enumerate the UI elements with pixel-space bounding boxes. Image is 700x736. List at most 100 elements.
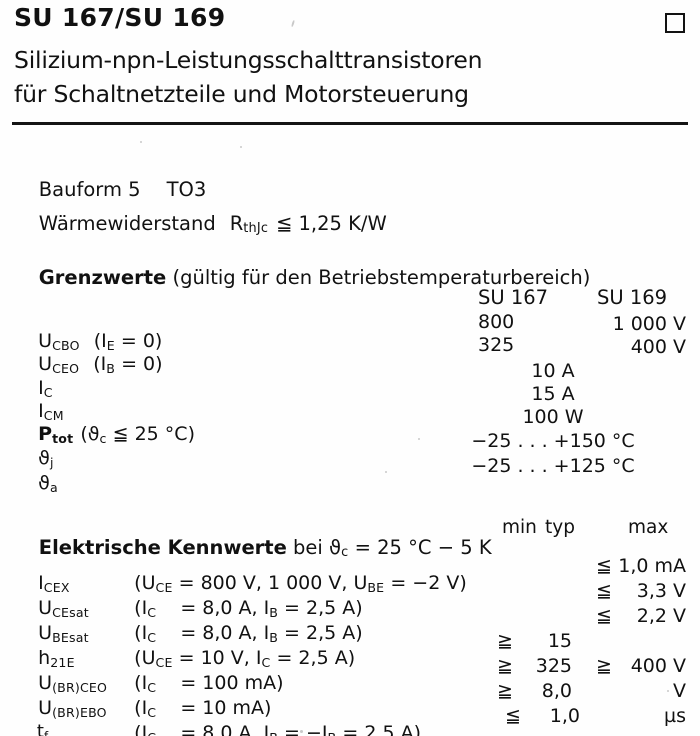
subtitle-line-2: für Schaltnetzteile und Motorsteuerung (14, 80, 469, 108)
symbol-subscript: CE (52, 604, 70, 620)
column-header-typ: typ (545, 517, 575, 538)
bauform-line: Bauform 5 TO3 (14, 160, 206, 219)
electrical-max-operator: ≦ (596, 605, 612, 627)
column-header-min: min (502, 517, 537, 538)
condition-rest: ≦ 25 °C) (106, 423, 195, 445)
symbol: U (38, 330, 53, 352)
electrical-max-value: V (673, 680, 686, 702)
electrical-row-condition: (IC = 100 mA) (110, 655, 283, 712)
limits-row-label: Ptot (ϑc ≦ 25 °C) (14, 406, 195, 463)
square-outline-icon (665, 13, 685, 33)
cond-subscript-2: C (261, 654, 271, 670)
limits-value-span: −25 . . . +125 °C (471, 455, 635, 477)
cond-mid: = 8,0 A, I (156, 597, 270, 619)
bauform-value: TO3 (166, 177, 207, 201)
symbol-subscript: CM (43, 407, 64, 423)
electrical-row-symbol: U(BR)CEO (14, 655, 107, 712)
scan-speckle (667, 690, 669, 692)
cond-subscript: C (147, 604, 157, 620)
electrical-heading-subscript: c (341, 545, 349, 561)
limits-value-span: 10 A (531, 360, 575, 382)
limits-value-su167: 800 (478, 311, 515, 333)
electrical-max-operator: ≦ (596, 580, 612, 602)
page-title: SU 167/SU 169 (14, 3, 226, 32)
symbol-subscript: BE (52, 629, 70, 645)
cond-tail: = 2,5 A) (278, 597, 363, 619)
cond-subscript: CE (155, 654, 173, 670)
symbol: I (38, 400, 44, 422)
limits-value-span: 15 A (531, 383, 575, 405)
limits-value-su169: 1 000 V (612, 313, 686, 335)
electrical-heading-tail: = 25 °C − 5 K (348, 535, 492, 559)
limits-value-span: 100 W (522, 406, 584, 428)
cond-tail: = −2 V) (384, 572, 467, 594)
limits-column-header-su169: SU 169 (597, 286, 668, 309)
electrical-min-operator: ≦ (505, 705, 521, 727)
electrical-min-operator: ≧ (497, 680, 513, 702)
electrical-row-symbol: UCEsat (14, 580, 89, 637)
cond-subscript: C (147, 704, 157, 720)
symbol-subscript: CBO (52, 337, 80, 353)
thermal-symbol: R (229, 211, 244, 235)
thermal-label: Wärmewiderstand (38, 211, 216, 235)
symbol: ϑ (38, 472, 50, 494)
limits-row-label: ϑj (14, 430, 54, 487)
symbol-subscript: f (43, 728, 49, 736)
electrical-row-condition: (IC = 10 mA) (110, 680, 271, 736)
cond-open: (I (134, 722, 148, 736)
cond-open: (I (134, 597, 148, 619)
condition-subscript: c (99, 430, 107, 446)
electrical-row-condition: (IC = 8,0 A, IB = 2,5 A) (110, 580, 363, 637)
thermal-value: 1,25 K/W (298, 211, 387, 235)
scan-speckle (140, 141, 142, 143)
limits-column-header-su167: SU 167 (478, 286, 549, 309)
symbol-subscript: CEX (43, 579, 70, 595)
cond-open: (U (134, 572, 156, 594)
symbol-subscript-tail: sat (69, 604, 89, 620)
subtitle-line-1: Silizium-npn-Leistungsschalttransistoren (14, 46, 483, 74)
symbol-subscript-tail: sat (69, 629, 89, 645)
cond-subscript: CE (155, 579, 173, 595)
limits-heading-rest: (gültig für den Betriebstemperaturbereic… (166, 265, 591, 289)
scan-speckle (290, 19, 296, 28)
symbol-subscript: CEO (52, 360, 80, 376)
cond-subscript: C (147, 730, 156, 736)
electrical-max-operator: ≧ (596, 655, 612, 677)
electrical-row-symbol: UBEsat (14, 605, 89, 662)
symbol: I (38, 572, 44, 594)
cond-tail: = −I (278, 722, 328, 736)
condition-subscript: E (106, 337, 115, 353)
symbol: U (38, 353, 53, 375)
electrical-min-operator: ≧ (497, 630, 513, 652)
cond-subscript-2: BE (367, 579, 385, 595)
horizontal-divider (12, 122, 688, 125)
electrical-row-condition: (UCE = 800 V, 1 000 V, UBE = −2 V) (110, 555, 467, 612)
limits-heading-bold: Grenzwerte (38, 265, 167, 289)
condition: (I (93, 330, 107, 352)
symbol-subscript: tot (52, 430, 74, 446)
condition-rest: = 0) (114, 330, 163, 352)
thermal-resistance-line: Wärmewiderstand RthJc ≦ 1,25 K/W (14, 194, 387, 253)
electrical-max-value: 3,3 V (636, 580, 686, 602)
scan-speckle (240, 146, 242, 148)
electrical-row-symbol: ICEX (14, 555, 70, 612)
cond-tail: = 2,5 A) (278, 622, 363, 644)
cond-tail-2: = 2,5 A) (336, 722, 422, 736)
electrical-max-value: 1,0 mA (618, 555, 686, 577)
scan-speckle (300, 730, 303, 733)
cond-mid: = 800 V, 1 000 V, U (172, 572, 368, 594)
condition-subscript: B (106, 360, 116, 376)
cond-subscript: C (147, 679, 157, 695)
symbol: U (38, 672, 53, 694)
electrical-min-value: 15 (547, 630, 572, 652)
cond-mid: = 8,0 A, I (156, 722, 270, 736)
symbol: I (38, 377, 44, 399)
electrical-min-value: 1,0 (549, 705, 580, 727)
electrical-min-value: 325 (535, 655, 572, 677)
symbol: U (38, 697, 53, 719)
limits-value-span: −25 . . . +150 °C (471, 430, 635, 452)
limits-heading: Grenzwerte (gültig für den Betriebstempe… (14, 248, 591, 307)
cond-open: (I (134, 672, 148, 694)
limits-value-su167: 325 (478, 334, 515, 356)
